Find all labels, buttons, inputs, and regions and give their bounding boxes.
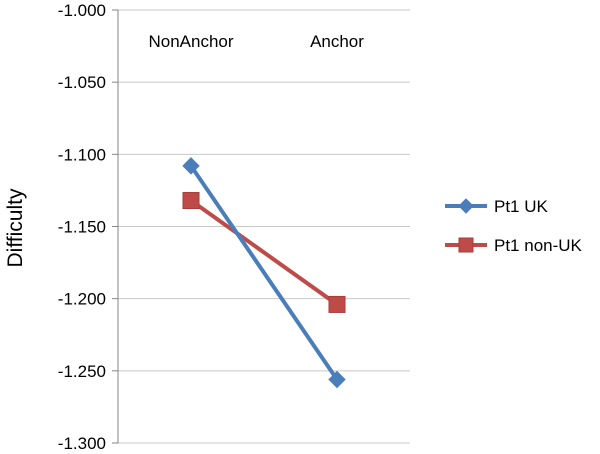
y-tick-label: -1.200: [58, 290, 106, 309]
legend-item: Pt1 UK: [445, 197, 549, 216]
category-labels: NonAnchor Anchor: [148, 32, 364, 51]
y-tick-label: -1.050: [58, 73, 106, 92]
legend-item: Pt1 non-UK: [445, 236, 583, 255]
y-axis-ticks: -1.000 -1.050 -1.100 -1.150 -1.200 -1.250 -1.3…: [58, 1, 106, 453]
y-tick-label: -1.150: [58, 218, 106, 237]
y-tick-label: -1.000: [58, 1, 106, 20]
data-point-diamond: [328, 370, 346, 389]
y-axis-label: Difficulty: [4, 188, 27, 267]
legend-label: Pt1 non-UK: [494, 236, 583, 255]
category-label: Anchor: [310, 32, 364, 51]
series-pt1-non-uk: [182, 192, 346, 313]
series-group: [182, 157, 346, 389]
y-tick-label: -1.300: [58, 434, 106, 453]
legend-label: Pt1 UK: [494, 197, 549, 216]
series-line: [189, 198, 339, 307]
legend: Pt1 UK Pt1 non-UK: [445, 197, 583, 255]
series-pt1-uk: [182, 157, 346, 389]
data-point-square: [458, 237, 474, 253]
data-point-square: [182, 192, 200, 210]
category-label: NonAnchor: [148, 32, 233, 51]
y-tick-label: -1.100: [58, 145, 106, 164]
series-line: [189, 164, 339, 381]
data-point-diamond: [182, 157, 200, 175]
data-point-square: [328, 295, 346, 313]
gridlines: [112, 9, 410, 444]
y-tick-label: -1.250: [58, 362, 106, 381]
data-point-diamond: [458, 198, 474, 214]
